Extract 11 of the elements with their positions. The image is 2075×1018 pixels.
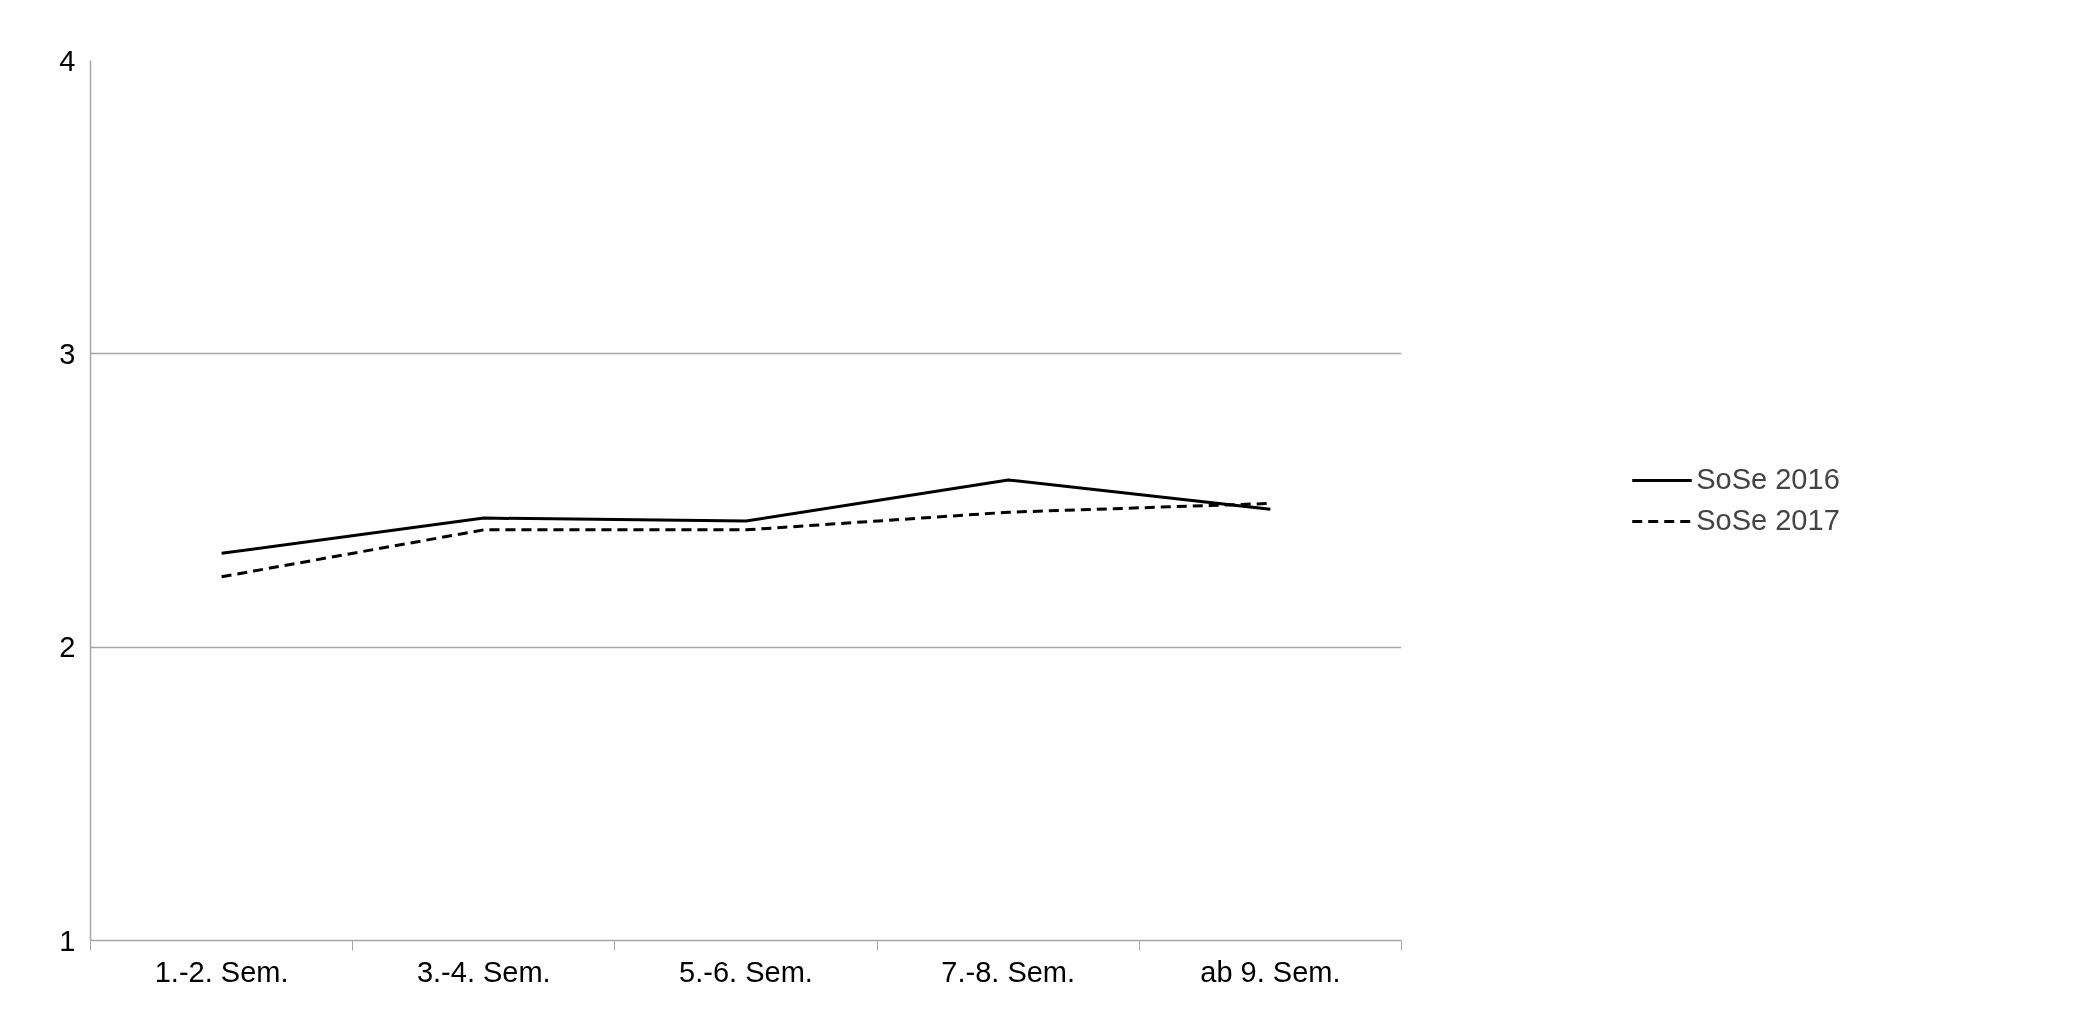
x-tick-label: 1.-2. Sem.: [154, 955, 289, 988]
legend-label: SoSe 2016: [1696, 463, 1840, 496]
y-tick-label: 2: [59, 631, 76, 664]
x-tick-label: ab 9. Sem.: [1200, 955, 1341, 988]
x-tick-label: 7.-8. Sem.: [941, 955, 1076, 988]
y-tick-label: 1: [59, 924, 76, 957]
y-tick-label: 3: [59, 337, 76, 370]
legend-label: SoSe 2017: [1696, 504, 1840, 537]
x-tick-label: 5.-6. Sem.: [679, 955, 813, 988]
y-tick-label: 4: [59, 44, 76, 77]
x-tick-label: 3.-4. Sem.: [416, 955, 551, 988]
